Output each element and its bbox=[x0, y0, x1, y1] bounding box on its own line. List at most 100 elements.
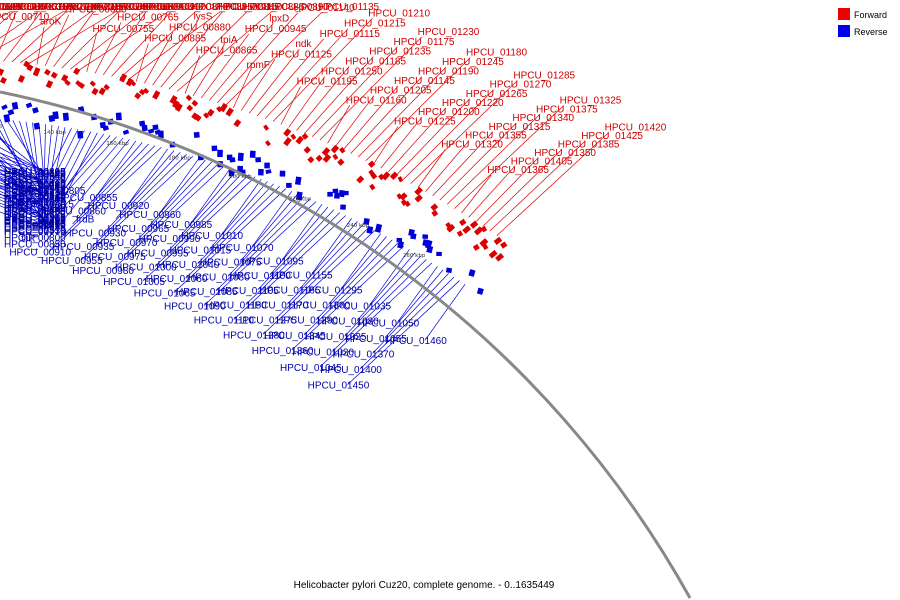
forward-feature bbox=[337, 158, 345, 166]
reverse-leader-line bbox=[227, 196, 305, 277]
forward-feature bbox=[472, 243, 480, 251]
reverse-gene-label: HPCU_00815 bbox=[12, 199, 74, 210]
reverse-gene-label: HPCU_00545 bbox=[4, 194, 66, 205]
reverse-leader-line bbox=[43, 127, 66, 232]
forward-leader-line bbox=[0, 11, 39, 39]
forward-gene-label: HPCU_01230 bbox=[418, 27, 480, 38]
reverse-gene-label: HPCU_00245 bbox=[4, 181, 66, 192]
forward-gene-label: HPCU_01355 bbox=[465, 131, 527, 142]
reverse-gene-label: HPCU_00615 bbox=[4, 219, 66, 230]
forward-leader-line bbox=[11, 11, 67, 63]
reverse-gene-label: HPCU_00930 bbox=[64, 228, 126, 239]
reverse-gene-label: HPCU_01165 bbox=[259, 285, 320, 296]
reverse-gene-label: HPCU_00675 bbox=[4, 210, 66, 221]
forward-leader-line bbox=[53, 11, 94, 68]
reverse-gene-label: HPCU_01075 bbox=[200, 258, 262, 269]
reverse-leader-line bbox=[43, 139, 130, 244]
forward-leader-line bbox=[402, 89, 494, 180]
forward-gene-label: HPCU_01425 bbox=[581, 131, 643, 142]
forward-leader-line bbox=[0, 11, 14, 25]
reverse-leader-line bbox=[190, 167, 231, 225]
forward-leader-line bbox=[311, 46, 398, 138]
forward-gene-label: HPCU_00605 bbox=[0, 2, 46, 13]
forward-gene-label: HPCU_00710 bbox=[0, 12, 50, 23]
reverse-leader-line bbox=[49, 147, 162, 252]
reverse-gene-label: HPCU_01000 bbox=[115, 263, 177, 274]
reverse-leader-line bbox=[347, 280, 460, 385]
reverse-gene-label: HPCU_01035 bbox=[329, 301, 391, 312]
reverse-leader-line bbox=[185, 185, 280, 279]
legend-reverse-label: Reverse bbox=[854, 27, 888, 37]
forward-gene-label: HPCU_01190 bbox=[418, 67, 479, 78]
reverse-leader-line bbox=[0, 156, 45, 172]
reverse-feature bbox=[295, 191, 303, 201]
tick-label: 200 kbp bbox=[229, 174, 252, 180]
forward-feature bbox=[430, 203, 439, 212]
reverse-gene-label: HPCU_00305 bbox=[4, 214, 66, 225]
reverse-leader-line bbox=[0, 191, 45, 211]
reverse-feature bbox=[468, 269, 476, 277]
forward-leader-line bbox=[160, 11, 223, 88]
forward-feature bbox=[445, 222, 452, 229]
forward-leader-line bbox=[365, 57, 471, 161]
reverse-gene-label: HPCU_00560 bbox=[4, 184, 66, 195]
forward-gene-label: lysS bbox=[194, 11, 213, 22]
forward-feature bbox=[473, 226, 484, 236]
reverse-leader-line bbox=[63, 133, 105, 191]
forward-gene-label: HPCU_01265 bbox=[466, 89, 528, 100]
reverse-feature bbox=[1, 104, 8, 111]
forward-gene-label: HPCU_01210 bbox=[368, 9, 430, 20]
forward-leader-line bbox=[127, 11, 220, 81]
forward-leader-line bbox=[135, 43, 149, 82]
reverse-gene-label: HPCU_01345 bbox=[264, 331, 326, 342]
forward-feature bbox=[225, 107, 234, 117]
forward-gene-label: HPCU_01235 bbox=[369, 47, 431, 58]
forward-feature bbox=[134, 92, 142, 100]
forward-leader-line bbox=[280, 86, 301, 125]
reverse-gene-label: HPCU_00795 bbox=[4, 220, 66, 231]
reverse-feature bbox=[3, 114, 11, 123]
forward-feature bbox=[404, 200, 411, 208]
forward-feature bbox=[381, 171, 391, 181]
forward-feature bbox=[500, 241, 508, 249]
reverse-gene-label: HPCU_00790 bbox=[4, 206, 66, 217]
forward-feature bbox=[0, 68, 5, 76]
reverse-leader-line bbox=[43, 129, 79, 198]
reverse-gene-label: HPCU_01080 bbox=[188, 272, 250, 283]
reverse-leader-line bbox=[83, 142, 143, 211]
reverse-gene-label: HPCU_01100 bbox=[230, 271, 291, 282]
reverse-gene-label: HPCU_00645 bbox=[4, 192, 66, 203]
reverse-feature bbox=[426, 245, 434, 254]
forward-leader-line bbox=[342, 85, 399, 151]
reverse-leader-line bbox=[51, 135, 111, 204]
reverse-feature bbox=[445, 267, 453, 274]
reverse-leader-line bbox=[127, 148, 168, 206]
reverse-leader-line bbox=[178, 169, 237, 239]
reverse-feature bbox=[25, 102, 33, 109]
forward-gene-label: lpxD bbox=[269, 13, 289, 24]
forward-gene-label: HPCU_00685 bbox=[87, 2, 149, 13]
reverse-gene-label: HPCU_00785 bbox=[4, 193, 66, 204]
reverse-gene-label: HPCU_00670 bbox=[4, 175, 66, 186]
reverse-leader-line bbox=[32, 122, 45, 227]
forward-gene-label: HPCU_01270 bbox=[490, 80, 552, 91]
reverse-leader-line bbox=[43, 126, 59, 219]
forward-gene-label: HPCU_00870 bbox=[166, 2, 228, 13]
reverse-feature bbox=[397, 240, 404, 249]
reverse-feature bbox=[410, 233, 417, 240]
forward-leader-line bbox=[184, 55, 201, 94]
reverse-feature bbox=[33, 122, 41, 130]
forward-feature bbox=[98, 87, 106, 96]
reverse-leader-line bbox=[274, 227, 370, 320]
reverse-gene-label: HPCU_01060 bbox=[146, 274, 208, 285]
forward-leader-line bbox=[249, 48, 300, 114]
forward-leader-line bbox=[28, 11, 116, 64]
reverse-gene-label: HPCU_00760 bbox=[4, 201, 66, 212]
forward-leader-line bbox=[200, 33, 250, 99]
reverse-gene-label: HPCU_01025 bbox=[305, 332, 367, 343]
forward-gene-label: HPCU_00690 bbox=[139, 2, 201, 13]
reverse-leader-line bbox=[221, 178, 262, 236]
reverse-gene-label: HPCU_00780 bbox=[4, 180, 66, 191]
reverse-gene-label: HPCU_01155 bbox=[272, 270, 333, 281]
forward-leader-line bbox=[44, 14, 70, 66]
